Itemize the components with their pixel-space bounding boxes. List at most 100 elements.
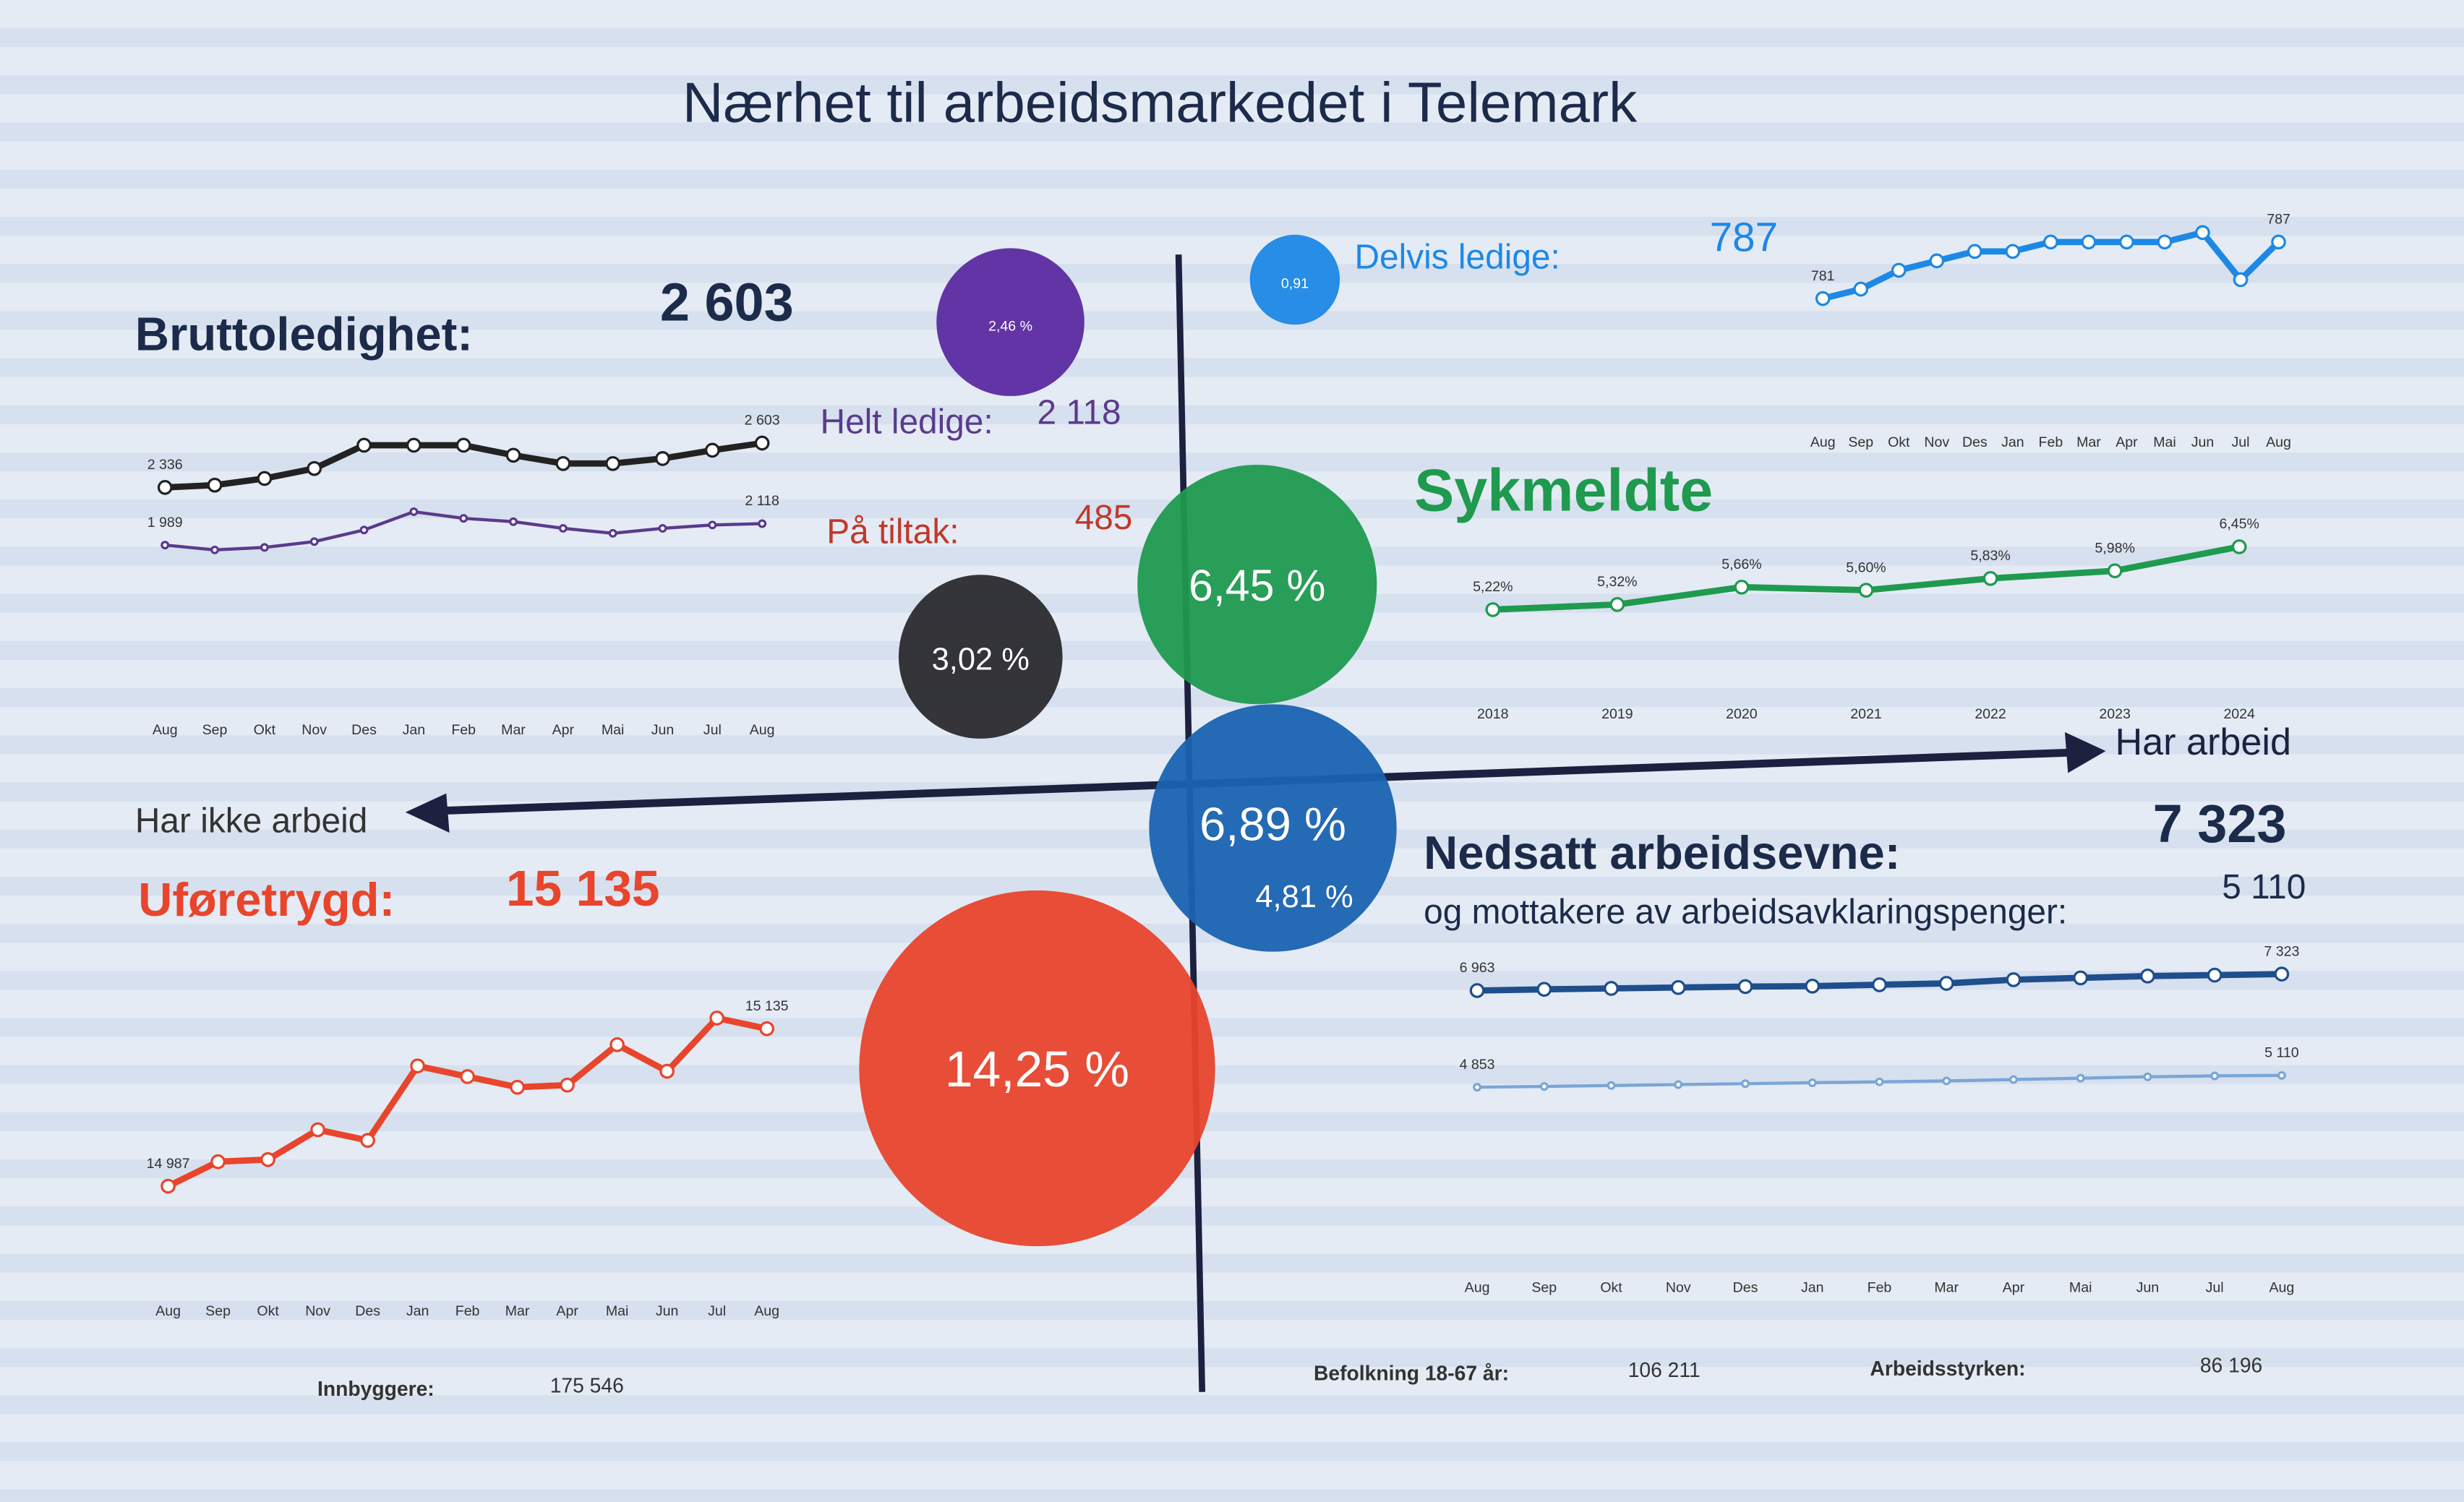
x-tick-label: Jul bbox=[703, 722, 722, 738]
point bbox=[1891, 262, 1907, 278]
point bbox=[759, 1021, 774, 1037]
point bbox=[210, 1154, 226, 1170]
x-tick-label: Feb bbox=[455, 1303, 480, 1319]
footer-value: 106 211 bbox=[1628, 1358, 1701, 1381]
bubble-sub-label: 4,81 % bbox=[1255, 880, 1353, 914]
data-label: 14 987 bbox=[147, 1156, 190, 1172]
label: Helt ledige: bbox=[821, 403, 993, 442]
point bbox=[2107, 563, 2123, 578]
label: På tiltak: bbox=[826, 513, 959, 552]
point bbox=[1929, 253, 1945, 269]
point bbox=[510, 1079, 525, 1095]
point bbox=[2195, 225, 2210, 241]
footer-value: 86 196 bbox=[2200, 1353, 2262, 1376]
point bbox=[2157, 234, 2173, 250]
footer-label: Befolkning 18-67 år: bbox=[1314, 1361, 1509, 1384]
x-tick-label: Apr bbox=[2116, 434, 2138, 450]
label: Uføretrygd: bbox=[138, 873, 395, 926]
x-tick-label: 2018 bbox=[1477, 706, 1509, 722]
point bbox=[260, 1151, 275, 1167]
data-label: 6,45% bbox=[2219, 516, 2259, 532]
x-tick-label: Jul bbox=[2232, 434, 2250, 450]
x-tick-label: Aug bbox=[1810, 434, 1836, 450]
point bbox=[560, 1077, 575, 1093]
x-tick-label: Des bbox=[355, 1303, 380, 1319]
x-tick-label: Jan bbox=[1801, 1279, 1824, 1295]
point bbox=[655, 451, 670, 466]
point bbox=[2076, 1073, 2085, 1083]
bubble bbox=[898, 575, 1063, 739]
x-tick-label: Mar bbox=[501, 722, 526, 738]
data-label: 5,22% bbox=[1473, 579, 1513, 595]
point bbox=[2271, 234, 2286, 250]
axis-left-label: Har ikke arbeid bbox=[135, 802, 367, 841]
label: Bruttoledighet: bbox=[135, 308, 473, 361]
point bbox=[356, 437, 372, 453]
x-tick-label: Aug bbox=[2266, 434, 2291, 450]
x-tick-label: Nov bbox=[1924, 434, 1949, 450]
bubble bbox=[1149, 704, 1397, 952]
data-label: 7 323 bbox=[2264, 943, 2299, 959]
point bbox=[2005, 244, 2021, 259]
footer-label: Arbeidsstyrken: bbox=[1870, 1357, 2025, 1380]
title: Nærhet til arbeidsmarkedet i Telemark bbox=[683, 71, 1638, 134]
x-tick-label: Mar bbox=[1934, 1279, 1959, 1295]
point bbox=[1473, 1083, 1482, 1092]
data-label: 4 853 bbox=[1460, 1057, 1495, 1073]
point bbox=[608, 528, 617, 538]
point bbox=[459, 514, 469, 523]
point bbox=[406, 437, 422, 453]
x-tick-label: Sep bbox=[1531, 1279, 1557, 1295]
bubble-label: 6,45 % bbox=[1189, 561, 1325, 610]
x-tick-label: Sep bbox=[205, 1303, 231, 1319]
data-label: 5,60% bbox=[1846, 559, 1886, 575]
total: 2 603 bbox=[660, 272, 794, 332]
point bbox=[2119, 234, 2134, 250]
point bbox=[409, 507, 419, 516]
data-label: 2 336 bbox=[147, 457, 183, 473]
bubble-label: 3,02 % bbox=[932, 643, 1030, 677]
data-label: 5,83% bbox=[1970, 548, 2010, 564]
point bbox=[260, 543, 269, 552]
point bbox=[704, 442, 720, 458]
data-label: 2 603 bbox=[745, 413, 780, 429]
point bbox=[2231, 539, 2247, 554]
label: Sykmeldte bbox=[1414, 457, 1713, 524]
point bbox=[1872, 977, 1887, 992]
point bbox=[1942, 1076, 1951, 1086]
point bbox=[2277, 1070, 2286, 1080]
point bbox=[1469, 983, 1485, 998]
point bbox=[708, 520, 717, 530]
x-tick-label: Jul bbox=[2206, 1279, 2224, 1295]
point bbox=[1539, 1082, 1549, 1091]
x-tick-label: Nov bbox=[305, 1303, 330, 1319]
point bbox=[605, 455, 620, 471]
x-tick-label: Jun bbox=[651, 722, 675, 738]
point bbox=[754, 435, 770, 451]
point bbox=[410, 1058, 425, 1074]
x-tick-label: Jul bbox=[708, 1303, 726, 1319]
x-tick-label: Apr bbox=[556, 1303, 578, 1319]
arrow-left bbox=[405, 793, 450, 833]
bubble-label: 6,89 % bbox=[1199, 798, 1346, 851]
point bbox=[161, 541, 170, 550]
data-label: 15 135 bbox=[745, 998, 789, 1014]
x-tick-label: Jan bbox=[2001, 434, 2024, 450]
data-label: 5 110 bbox=[2264, 1045, 2299, 1061]
point bbox=[1670, 979, 1686, 995]
point bbox=[1604, 981, 1619, 996]
x-tick-label: Mai bbox=[2069, 1279, 2092, 1295]
point bbox=[2274, 966, 2290, 982]
point bbox=[161, 1178, 176, 1194]
x-tick-label: Des bbox=[351, 722, 377, 738]
total: 15 135 bbox=[506, 860, 660, 917]
point bbox=[2006, 972, 2022, 987]
x-tick-label: Jan bbox=[406, 1303, 429, 1319]
x-tick-label: Aug bbox=[155, 1303, 181, 1319]
point bbox=[1734, 579, 1750, 595]
x-tick-label: Des bbox=[1962, 434, 1988, 450]
x-tick-label: 2019 bbox=[1601, 706, 1633, 722]
x-tick-label: Nov bbox=[301, 722, 327, 738]
total: 7 323 bbox=[2153, 794, 2287, 854]
